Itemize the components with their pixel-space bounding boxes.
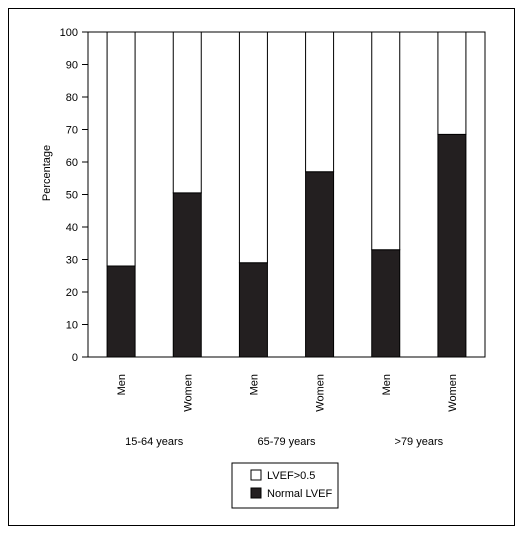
- y-axis: 0 10 20 30 40 50 60 70 80 90 100: [60, 27, 88, 364]
- y-tick-label: 20: [66, 287, 78, 299]
- bar-lvef-gt-0-5-1: [172, 31, 202, 194]
- bar-lvef-gt-0-5-0: [106, 31, 136, 267]
- category-label: Women: [447, 374, 459, 412]
- plot-area: [87, 31, 486, 358]
- y-tick-label: 30: [66, 255, 78, 267]
- bar-normal-lvef-2: [238, 262, 268, 358]
- category-label: Women: [182, 374, 194, 412]
- plot-border: [87, 31, 486, 358]
- legend-box: [231, 462, 339, 509]
- age-group-label: >79 years: [395, 436, 444, 448]
- chart-frame: [8, 8, 515, 526]
- group-labels: 15-64 years 65-79 years >79 years: [125, 436, 444, 448]
- category-label: Men: [248, 374, 260, 395]
- bar-normal-lvef-3: [305, 171, 335, 358]
- age-group-label: 65-79 years: [257, 436, 316, 448]
- category-label: Men: [381, 374, 393, 395]
- y-tick-label: 10: [66, 320, 78, 332]
- y-tick-label: 0: [72, 352, 78, 364]
- y-tick-label: 100: [60, 27, 78, 39]
- legend: LVEF>0.5 Normal LVEF: [231, 462, 339, 509]
- bar-normal-lvef-4: [371, 249, 401, 358]
- y-tick-label: 80: [66, 92, 78, 104]
- legend-swatch: [250, 487, 262, 499]
- legend-label: Normal LVEF: [267, 488, 332, 500]
- y-tick-label: 70: [66, 125, 78, 137]
- legend-swatch: [250, 469, 262, 481]
- y-tick-label: 90: [66, 60, 78, 72]
- bar-normal-lvef-1: [172, 192, 202, 358]
- y-tick-label: 50: [66, 190, 78, 202]
- bar-lvef-gt-0-5-5: [437, 31, 467, 135]
- bar-lvef-gt-0-5-3: [305, 31, 335, 173]
- y-tick-label: 40: [66, 222, 78, 234]
- y-axis-title: Percentage: [41, 145, 53, 201]
- bar-lvef-gt-0-5-4: [371, 31, 401, 251]
- legend-label: LVEF>0.5: [267, 470, 315, 482]
- bars: [106, 31, 467, 358]
- bar-normal-lvef-5: [437, 133, 467, 358]
- bar-normal-lvef-0: [106, 265, 136, 358]
- x-axis-labels: Men Women Men Women Men Women: [116, 374, 459, 412]
- category-label: Women: [315, 374, 327, 412]
- category-label: Men: [116, 374, 128, 395]
- y-tick-label: 60: [66, 157, 78, 169]
- age-group-label: 15-64 years: [125, 436, 184, 448]
- bar-lvef-gt-0-5-2: [238, 31, 268, 264]
